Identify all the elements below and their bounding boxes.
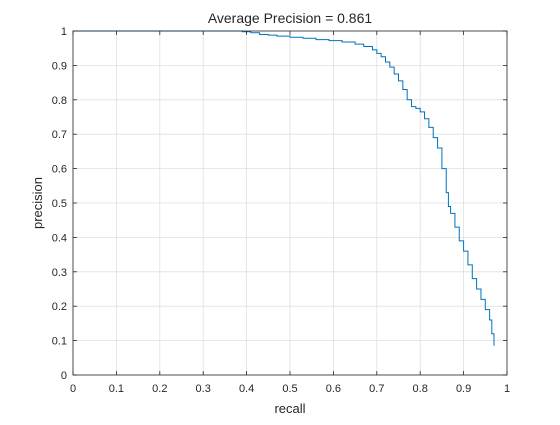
- x-axis-label: recall: [274, 401, 305, 416]
- y-tick-label: 0.5: [52, 198, 67, 210]
- x-tick-label: 0: [70, 383, 76, 395]
- x-tick-label: 0.1: [109, 383, 124, 395]
- x-tick-label: 0.5: [282, 383, 297, 395]
- x-tick-label: 0.3: [196, 383, 211, 395]
- x-tick-label: 0.4: [239, 383, 254, 395]
- x-tick-label: 0.8: [413, 383, 428, 395]
- y-tick-label: 0.9: [52, 60, 67, 72]
- series-layer: [73, 30, 495, 346]
- y-tick-label: 0.3: [52, 267, 67, 279]
- y-axis-label: precision: [30, 177, 45, 229]
- y-tick-label: 1: [61, 26, 67, 38]
- chart-title: Average Precision = 0.861: [208, 10, 373, 26]
- y-tick-label: 0.6: [52, 164, 67, 176]
- y-tick-label: 0.2: [52, 301, 67, 313]
- x-tick-label: 1: [504, 383, 510, 395]
- y-tick-label: 0.7: [52, 129, 67, 141]
- y-tick-label: 0: [61, 370, 67, 382]
- tick-marks: [72, 30, 508, 376]
- tick-labels: 0 0.1 0.2 0.3 0.4 0.5 0.6 0.7 0.8 0.9 1 0 0.1 0.2 0.3 0…: [52, 26, 510, 395]
- y-tick-label: 0.1: [52, 336, 67, 348]
- x-tick-label: 0.2: [152, 383, 167, 395]
- y-tick-label: 0.4: [52, 232, 67, 244]
- x-tick-label: 0.6: [326, 383, 341, 395]
- x-tick-label: 0.9: [456, 383, 471, 395]
- x-tick-label: 0.7: [369, 383, 384, 395]
- precision-recall-line: [73, 30, 495, 346]
- y-tick-label: 0.8: [52, 95, 67, 107]
